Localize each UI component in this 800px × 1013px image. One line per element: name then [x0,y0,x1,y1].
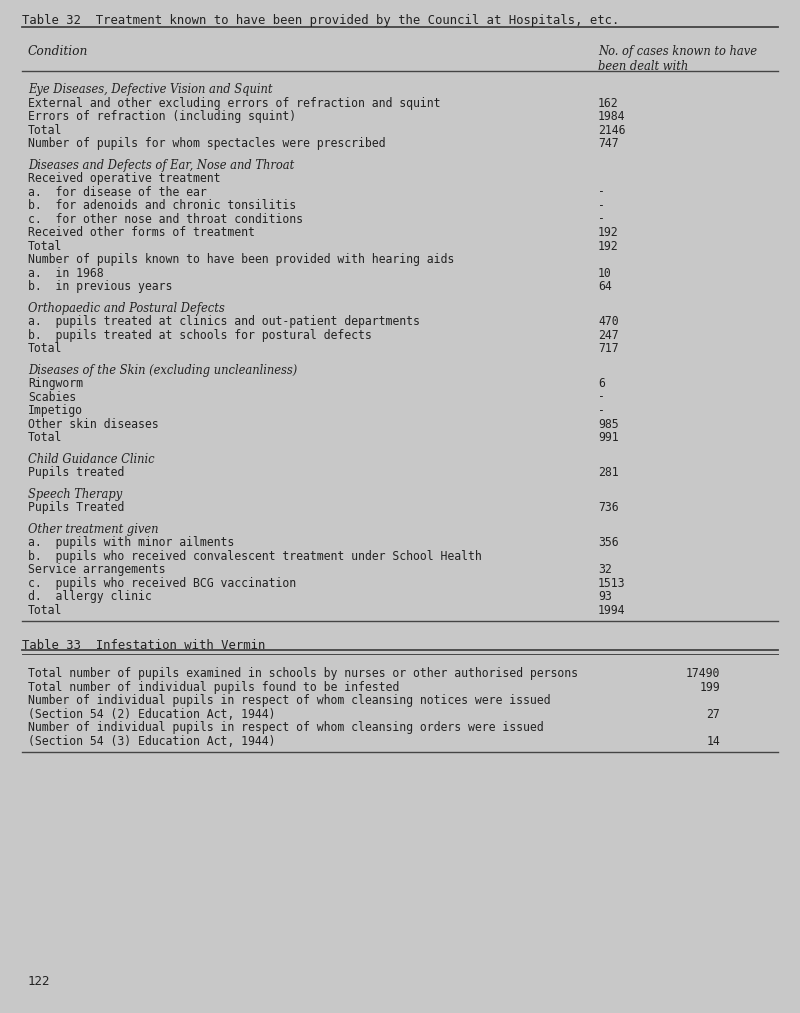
Text: Condition: Condition [28,45,88,58]
Text: -: - [598,213,605,226]
Text: Total: Total [28,431,62,444]
Text: 747: 747 [598,137,618,150]
Text: No. of cases known to have
been dealt with: No. of cases known to have been dealt wi… [598,45,757,73]
Text: 470: 470 [598,315,618,328]
Text: a.  in 1968: a. in 1968 [28,266,104,280]
Text: (Section 54 (3) Education Act, 1944): (Section 54 (3) Education Act, 1944) [28,734,275,748]
Text: 6: 6 [598,377,605,390]
Text: Pupils Treated: Pupils Treated [28,501,124,514]
Text: 32: 32 [598,563,612,576]
Text: Table 32  Treatment known to have been provided by the Council at Hospitals, etc: Table 32 Treatment known to have been pr… [22,14,619,27]
Text: 281: 281 [598,466,618,479]
Text: Other skin diseases: Other skin diseases [28,417,158,431]
Text: 192: 192 [598,226,618,239]
Text: Total: Total [28,604,62,617]
Text: 736: 736 [598,501,618,514]
Text: Service arrangements: Service arrangements [28,563,166,576]
Text: Number of individual pupils in respect of whom cleansing notices were issued: Number of individual pupils in respect o… [28,694,550,707]
Text: 2146: 2146 [598,124,626,137]
Text: External and other excluding errors of refraction and squint: External and other excluding errors of r… [28,96,441,109]
Text: 247: 247 [598,328,618,341]
Text: 356: 356 [598,536,618,549]
Text: 122: 122 [28,975,50,988]
Text: Total number of individual pupils found to be infested: Total number of individual pupils found … [28,681,399,694]
Text: Speech Therapy: Speech Therapy [28,487,122,500]
Text: Child Guidance Clinic: Child Guidance Clinic [28,453,154,466]
Text: Diseases of the Skin (excluding uncleanliness): Diseases of the Skin (excluding uncleanl… [28,364,298,377]
Text: 14: 14 [706,734,720,748]
Text: Diseases and Defects of Ear, Nose and Throat: Diseases and Defects of Ear, Nose and Th… [28,158,294,171]
Text: Total: Total [28,239,62,252]
Text: 64: 64 [598,280,612,293]
Text: b.  pupils treated at schools for postural defects: b. pupils treated at schools for postura… [28,328,372,341]
Text: d.  allergy clinic: d. allergy clinic [28,590,152,603]
Text: Pupils treated: Pupils treated [28,466,124,479]
Text: Ringworm: Ringworm [28,377,83,390]
Text: b.  in previous years: b. in previous years [28,280,172,293]
Text: 27: 27 [706,707,720,720]
Text: Eye Diseases, Defective Vision and Squint: Eye Diseases, Defective Vision and Squin… [28,83,273,96]
Text: Number of individual pupils in respect of whom cleansing orders were issued: Number of individual pupils in respect o… [28,721,544,734]
Text: Total: Total [28,124,62,137]
Text: a.  for disease of the ear: a. for disease of the ear [28,185,206,199]
Text: b.  pupils who received convalescent treatment under School Health: b. pupils who received convalescent trea… [28,549,482,562]
Text: 1984: 1984 [598,110,626,123]
Text: (Section 54 (2) Education Act, 1944): (Section 54 (2) Education Act, 1944) [28,707,275,720]
Text: 1994: 1994 [598,604,626,617]
Text: 991: 991 [598,431,618,444]
Text: Scabies: Scabies [28,390,76,403]
Text: Impetigo: Impetigo [28,404,83,417]
Text: Number of pupils for whom spectacles were prescribed: Number of pupils for whom spectacles wer… [28,137,386,150]
Text: Orthopaedic and Postural Defects: Orthopaedic and Postural Defects [28,302,225,314]
Text: 1513: 1513 [598,576,626,590]
Text: b.  for adenoids and chronic tonsilitis: b. for adenoids and chronic tonsilitis [28,199,296,212]
Text: Other treatment given: Other treatment given [28,523,158,536]
Text: a.  pupils treated at clinics and out-patient departments: a. pupils treated at clinics and out-pat… [28,315,420,328]
Text: 10: 10 [598,266,612,280]
Text: 17490: 17490 [686,667,720,680]
Text: 199: 199 [699,681,720,694]
Text: -: - [598,404,605,417]
Text: Number of pupils known to have been provided with hearing aids: Number of pupils known to have been prov… [28,253,454,266]
Text: -: - [598,390,605,403]
Text: a.  pupils with minor ailments: a. pupils with minor ailments [28,536,234,549]
Text: 192: 192 [598,239,618,252]
Text: Table 33  Infestation with Vermin: Table 33 Infestation with Vermin [22,639,266,652]
Text: c.  pupils who received BCG vaccination: c. pupils who received BCG vaccination [28,576,296,590]
Text: 717: 717 [598,342,618,355]
Text: Total: Total [28,342,62,355]
Text: -: - [598,185,605,199]
Text: Total number of pupils examined in schools by nurses or other authorised persons: Total number of pupils examined in schoo… [28,667,578,680]
Text: Received operative treatment: Received operative treatment [28,172,221,185]
Text: -: - [598,199,605,212]
Text: Errors of refraction (including squint): Errors of refraction (including squint) [28,110,296,123]
Text: 162: 162 [598,96,618,109]
Text: 93: 93 [598,590,612,603]
Text: c.  for other nose and throat conditions: c. for other nose and throat conditions [28,213,303,226]
Text: Received other forms of treatment: Received other forms of treatment [28,226,255,239]
Text: 985: 985 [598,417,618,431]
